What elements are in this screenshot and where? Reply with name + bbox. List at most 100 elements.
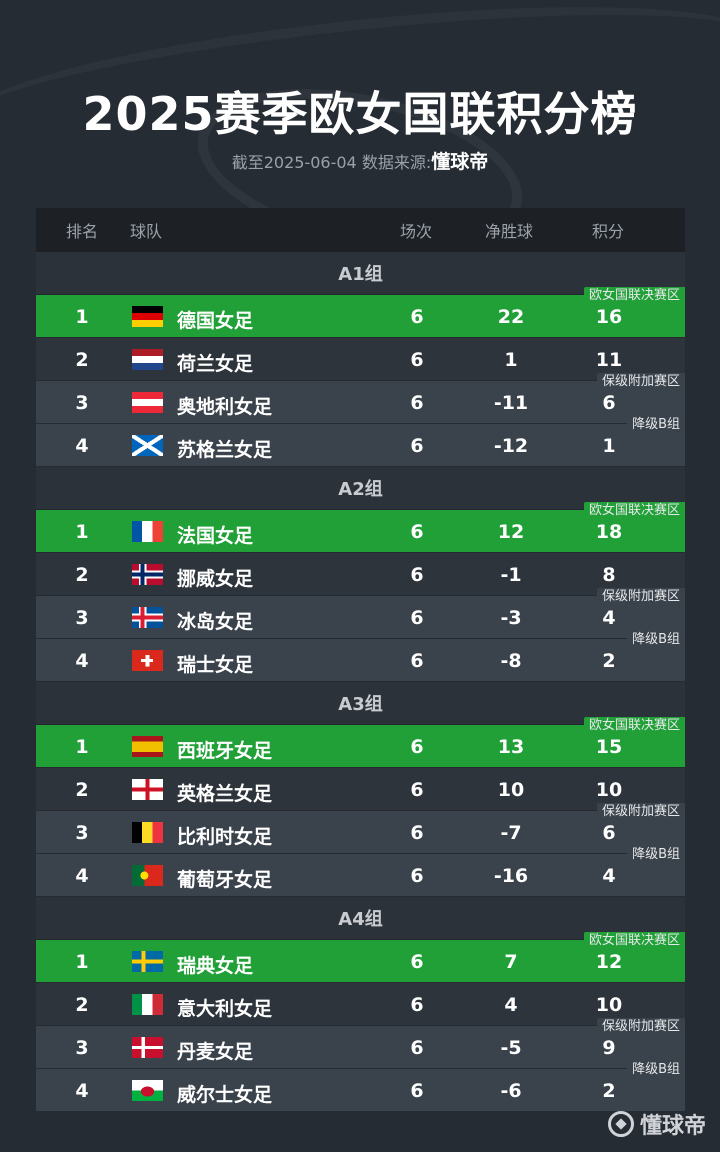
points: 6 (602, 392, 616, 414)
points: 11 (595, 349, 623, 371)
brand-name: 懂球帝 (639, 1114, 706, 1139)
zone-tag: 保级附加赛区 (596, 588, 685, 606)
brand-logo: 懂球帝 (607, 1108, 706, 1140)
wales-flag-icon (132, 1080, 163, 1101)
team-name[interactable]: 挪威女足 (177, 568, 254, 590)
played: 6 (410, 736, 424, 758)
table-row[interactable]: 降级B组 4 威尔士女足 6 -6 2 (36, 1061, 685, 1112)
goal-difference: 4 (504, 994, 518, 1016)
goal-difference: -5 (500, 1037, 522, 1059)
played: 6 (410, 349, 424, 371)
table-row[interactable]: 欧女国联决赛区 1 西班牙女足 6 13 15 (36, 717, 685, 768)
table-row[interactable]: 欧女国联决赛区 1 瑞典女足 6 7 12 (36, 932, 685, 983)
sweden-flag-icon (132, 951, 163, 972)
team-name[interactable]: 丹麦女足 (177, 1041, 254, 1063)
team-name[interactable]: 苏格兰女足 (177, 439, 273, 461)
header-played: 场次 (400, 222, 433, 241)
group-header: A1组 (36, 252, 685, 295)
played: 6 (410, 650, 424, 672)
table-row[interactable]: 2 挪威女足 6 -1 8 (36, 553, 685, 596)
zone-tag: 欧女国联决赛区 (583, 502, 685, 520)
table-row[interactable]: 降级B组 4 苏格兰女足 6 -12 1 (36, 416, 685, 467)
team-name[interactable]: 瑞典女足 (177, 955, 254, 977)
standings-table: 排名 球队 场次 净胜球 积分 A1组 欧女国联决赛区 1 德国女足 6 22 … (36, 208, 685, 1112)
played: 6 (410, 865, 424, 887)
goal-difference: 13 (497, 736, 525, 758)
table-row[interactable]: 保级附加赛区 3 比利时女足 6 -7 6 (36, 803, 685, 854)
points: 10 (595, 994, 623, 1016)
header-gd: 净胜球 (485, 222, 534, 241)
team-name[interactable]: 西班牙女足 (177, 740, 273, 762)
rank: 3 (75, 607, 89, 629)
austria-flag-icon (132, 392, 163, 413)
goal-difference: 12 (497, 521, 525, 543)
rank: 4 (75, 1080, 89, 1102)
germany-flag-icon (132, 306, 163, 327)
points: 10 (595, 779, 623, 801)
goal-difference: 22 (497, 306, 525, 328)
team-name[interactable]: 冰岛女足 (177, 611, 254, 633)
played: 6 (410, 607, 424, 629)
england-flag-icon (132, 779, 163, 800)
points: 9 (602, 1037, 616, 1059)
netherlands-flag-icon (132, 349, 163, 370)
zone-tag: 降级B组 (627, 1061, 685, 1079)
goal-difference: -1 (500, 564, 522, 586)
source-name: 懂球帝 (431, 151, 489, 173)
table-row[interactable]: 欧女国联决赛区 1 德国女足 6 22 16 (36, 287, 685, 338)
team-name[interactable]: 比利时女足 (177, 826, 273, 848)
team-name[interactable]: 威尔士女足 (177, 1084, 273, 1106)
italy-flag-icon (132, 994, 163, 1015)
table-header: 排名 球队 场次 净胜球 积分 (36, 208, 685, 252)
team-name[interactable]: 奥地利女足 (177, 396, 273, 418)
goal-difference: 1 (504, 349, 518, 371)
rank: 2 (75, 564, 89, 586)
page-title: 2025赛季欧女国联积分榜 (82, 87, 638, 141)
table-row[interactable]: 保级附加赛区 3 冰岛女足 6 -3 4 (36, 588, 685, 639)
team-name[interactable]: 荷兰女足 (177, 353, 254, 375)
zone-tag: 保级附加赛区 (596, 1018, 685, 1036)
goal-difference: 7 (504, 951, 518, 973)
group-header: A3组 (36, 682, 685, 725)
rank: 3 (75, 392, 89, 414)
table-row[interactable]: 保级附加赛区 3 奥地利女足 6 -11 6 (36, 373, 685, 424)
team-name[interactable]: 葡萄牙女足 (177, 869, 273, 891)
table-row[interactable]: 保级附加赛区 3 丹麦女足 6 -5 9 (36, 1018, 685, 1069)
team-name[interactable]: 意大利女足 (177, 998, 273, 1020)
goal-difference: -8 (500, 650, 522, 672)
header-pts: 积分 (592, 222, 625, 241)
goal-difference: -11 (493, 392, 529, 414)
table-row[interactable]: 2 英格兰女足 6 10 10 (36, 768, 685, 811)
points: 12 (595, 951, 623, 973)
team-name[interactable]: 法国女足 (177, 525, 254, 547)
points: 1 (602, 435, 616, 457)
played: 6 (410, 306, 424, 328)
belgium-flag-icon (132, 822, 163, 843)
points: 18 (595, 521, 623, 543)
rank: 1 (75, 951, 89, 973)
header-rank: 排名 (66, 222, 99, 241)
rank: 4 (75, 865, 89, 887)
norway-flag-icon (132, 564, 163, 585)
date-source-text: 截至2025-06-04 数据来源: (231, 153, 432, 172)
team-name[interactable]: 英格兰女足 (177, 783, 273, 805)
points: 4 (602, 607, 616, 629)
table-row[interactable]: 2 意大利女足 6 4 10 (36, 983, 685, 1026)
table-row[interactable]: 2 荷兰女足 6 1 11 (36, 338, 685, 381)
iceland-flag-icon (132, 607, 163, 628)
header-team: 球队 (130, 222, 163, 241)
team-name[interactable]: 瑞士女足 (177, 654, 254, 676)
rank: 2 (75, 779, 89, 801)
goal-difference: -12 (493, 435, 529, 457)
rank: 3 (75, 822, 89, 844)
table-row[interactable]: 欧女国联决赛区 1 法国女足 6 12 18 (36, 502, 685, 553)
rank: 1 (75, 736, 89, 758)
team-name[interactable]: 德国女足 (177, 310, 254, 332)
zone-tag: 降级B组 (627, 631, 685, 649)
goal-difference: -6 (500, 1080, 522, 1102)
played: 6 (410, 1037, 424, 1059)
group-header: A2组 (36, 467, 685, 510)
table-row[interactable]: 降级B组 4 葡萄牙女足 6 -16 4 (36, 846, 685, 897)
subtitle: 截至2025-06-04 数据来源:懂球帝 (0, 147, 720, 174)
table-row[interactable]: 降级B组 4 瑞士女足 6 -8 2 (36, 631, 685, 682)
